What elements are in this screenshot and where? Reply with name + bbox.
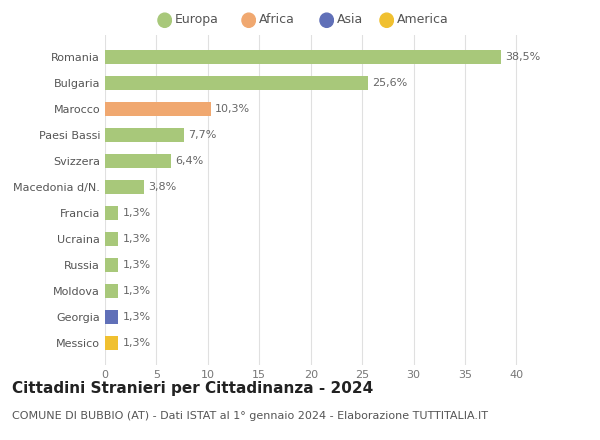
Bar [105, 206, 118, 220]
Bar [105, 50, 501, 65]
Text: America: America [397, 13, 449, 26]
Ellipse shape [158, 13, 172, 27]
Text: 25,6%: 25,6% [373, 78, 407, 88]
Bar [105, 232, 118, 246]
Text: 3,8%: 3,8% [148, 182, 176, 192]
Text: Asia: Asia [337, 13, 364, 26]
Text: COMUNE DI BUBBIO (AT) - Dati ISTAT al 1° gennaio 2024 - Elaborazione TUTTITALIA.: COMUNE DI BUBBIO (AT) - Dati ISTAT al 1°… [12, 411, 488, 422]
Text: 1,3%: 1,3% [122, 234, 151, 244]
Ellipse shape [380, 13, 394, 27]
Bar [105, 336, 118, 350]
Text: 1,3%: 1,3% [122, 260, 151, 270]
Text: 1,3%: 1,3% [122, 286, 151, 296]
Bar [105, 76, 368, 91]
Bar [105, 102, 211, 117]
Text: 10,3%: 10,3% [215, 104, 250, 114]
Text: Africa: Africa [259, 13, 295, 26]
Ellipse shape [242, 13, 256, 27]
Text: Europa: Europa [175, 13, 219, 26]
Text: 7,7%: 7,7% [188, 130, 217, 140]
Bar [105, 258, 118, 272]
Ellipse shape [320, 13, 334, 27]
Text: 6,4%: 6,4% [175, 156, 203, 166]
Text: 1,3%: 1,3% [122, 338, 151, 348]
Text: 1,3%: 1,3% [122, 208, 151, 218]
Bar [105, 310, 118, 324]
Bar [105, 284, 118, 298]
Text: 1,3%: 1,3% [122, 312, 151, 322]
Bar [105, 128, 184, 143]
Bar [105, 180, 144, 194]
Bar [105, 154, 171, 169]
Text: 38,5%: 38,5% [505, 52, 541, 62]
Text: Cittadini Stranieri per Cittadinanza - 2024: Cittadini Stranieri per Cittadinanza - 2… [12, 381, 373, 396]
